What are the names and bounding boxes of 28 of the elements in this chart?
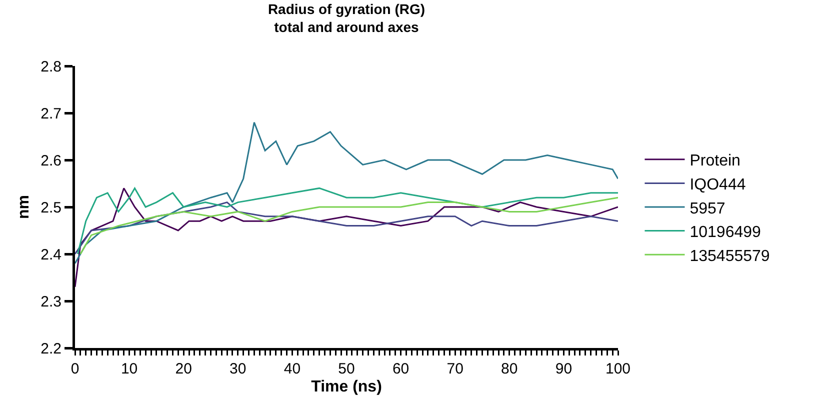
chart-title: Radius of gyration (RG) total and around axes	[268, 1, 426, 36]
x-tick-label: 90	[555, 360, 572, 378]
x-tick-label: 0	[70, 360, 80, 378]
legend-label: 10196499	[690, 224, 762, 242]
y-tick-label: 2.3	[40, 293, 62, 310]
line-series	[75, 187, 618, 288]
x-tick-label: 70	[446, 360, 464, 378]
line-series	[75, 122, 618, 264]
legend-label: Protein	[690, 152, 740, 170]
y-tick-label: 2.7	[40, 105, 62, 122]
x-tick-label: 30	[230, 360, 246, 378]
x-axis-title: Time (ns)	[311, 378, 382, 396]
x-tick-label: 10	[120, 360, 138, 378]
y-tick-label: 2.6	[40, 152, 62, 170]
legend-label: 5957	[690, 200, 726, 218]
y-tick-label: 2.5	[40, 199, 62, 216]
x-tick-label: 60	[392, 360, 410, 378]
legend-label: IQO444	[690, 176, 746, 194]
y-tick-label: 2.8	[40, 58, 62, 76]
x-tick-label: 50	[338, 360, 355, 378]
x-tick-label: 100	[605, 360, 631, 378]
legend-label: 135455579	[690, 248, 770, 265]
x-tick-label: 80	[501, 360, 518, 378]
x-tick-label: 40	[284, 360, 301, 378]
y-tick-label: 2.2	[40, 340, 62, 358]
y-tick-label: 2.4	[40, 246, 62, 264]
y-axis-title: nm	[15, 195, 32, 219]
x-tick-label: 20	[175, 360, 192, 378]
